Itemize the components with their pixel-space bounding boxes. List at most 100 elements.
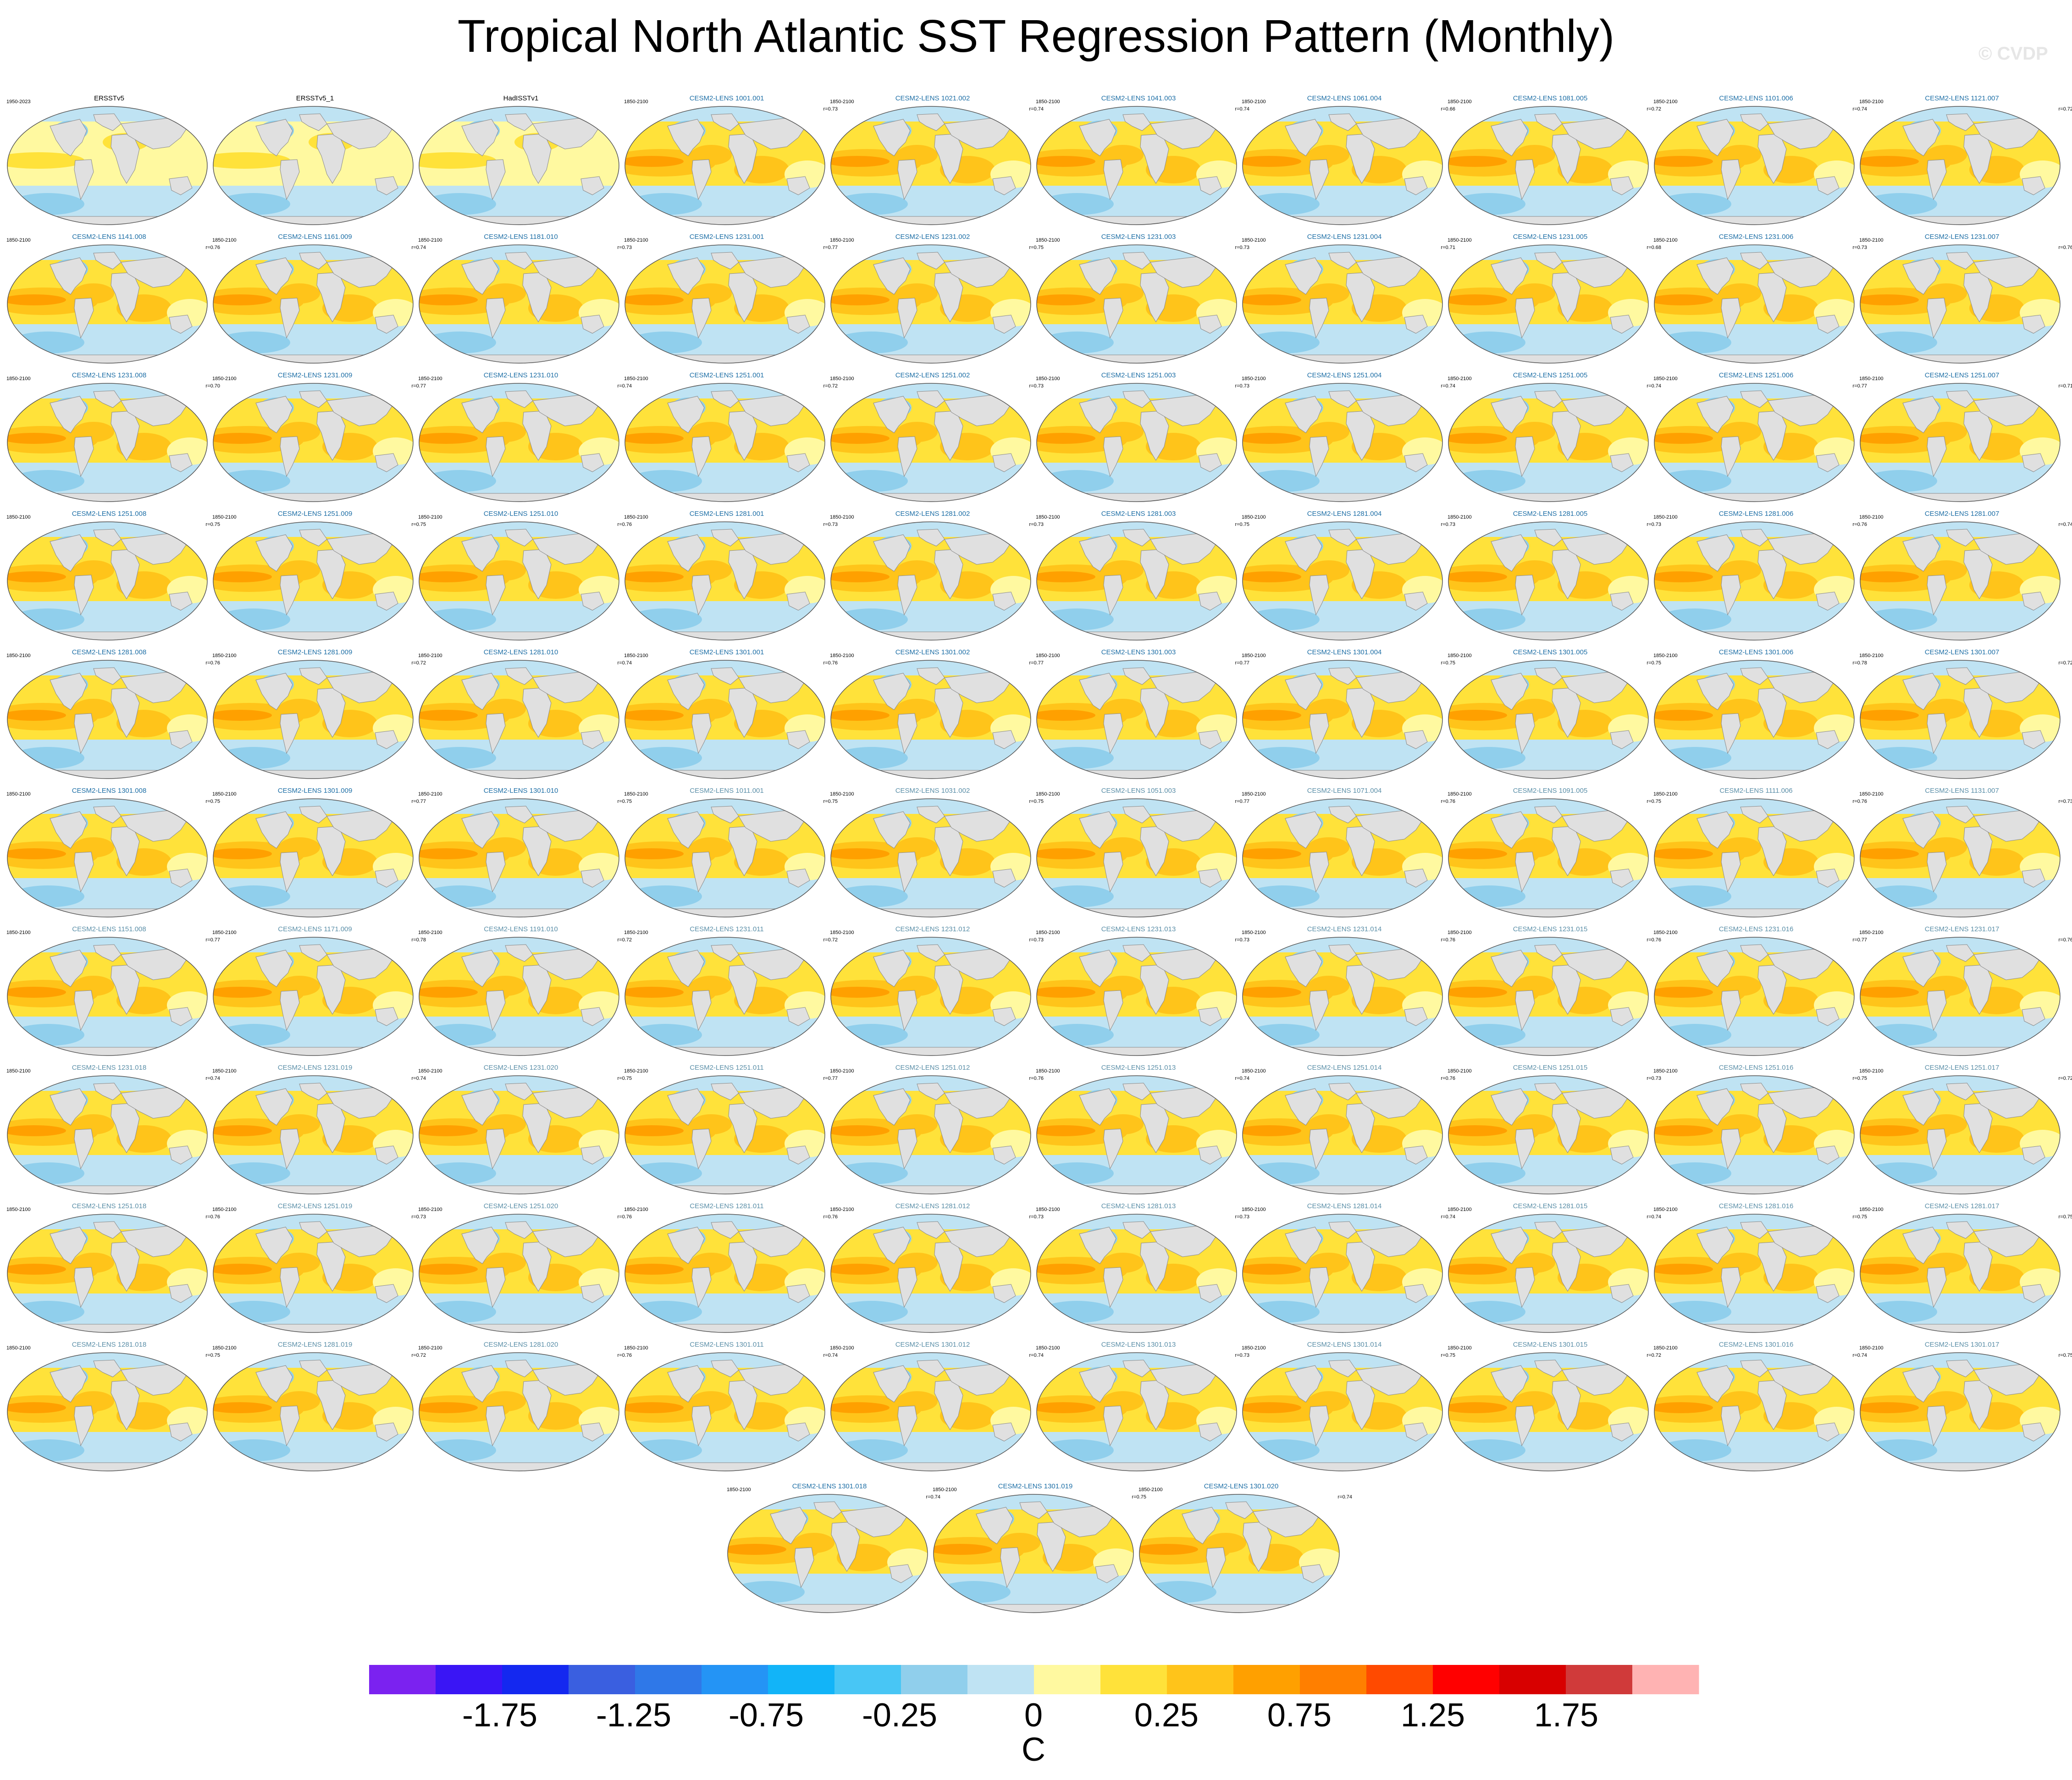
world-map: [419, 1075, 619, 1194]
panel-title: ERSSTv5: [94, 94, 124, 102]
panel-period: 1850-2100: [1859, 653, 1884, 658]
map-panel: CESM2-LENS 1161.009 1850-2100 r=0.74: [212, 233, 426, 370]
panel-title: CESM2-LENS 1281.011: [690, 1202, 764, 1210]
panel-correlation: r=0.75: [411, 522, 426, 527]
world-map: [624, 937, 825, 1056]
world-map: [419, 1214, 619, 1333]
panel-title: CESM2-LENS 1301.015: [1513, 1341, 1588, 1349]
panel-title: CESM2-LENS 1281.007: [1924, 510, 2000, 518]
map-panel: CESM2-LENS 1281.012 1850-2100 r=0.73: [830, 1202, 1044, 1340]
panel-period: 1850-2100: [1448, 238, 1472, 243]
panel-correlation: r=0.73: [1235, 1353, 1250, 1358]
panel-period: 1950-2023: [6, 99, 31, 105]
panel-title: CESM2-LENS 1231.018: [72, 1064, 147, 1072]
world-map: [1036, 1214, 1237, 1333]
map-panel: CESM2-LENS 1301.013 1850-2100 r=0.73: [1036, 1341, 1249, 1478]
world-map: [727, 1494, 928, 1613]
map-panel: CESM2-LENS 1041.003 1850-2100 r=0.74: [1036, 94, 1249, 232]
map-panel: CESM2-LENS 1301.012 1850-2100 r=0.74: [830, 1341, 1044, 1478]
panel-title: CESM2-LENS 1281.001: [689, 510, 764, 518]
panel-correlation: r=0.73: [1235, 937, 1250, 943]
colorbar-swatch: [1300, 1665, 1367, 1694]
panel-period: 1850-2100: [1448, 99, 1472, 105]
map-panel: CESM2-LENS 1021.002 1850-2100 r=0.74: [830, 94, 1044, 232]
panel-title: CESM2-LENS 1121.007: [1925, 94, 1999, 102]
panel-correlation: r=0.70: [205, 383, 221, 389]
panel-correlation: r=0.74: [1647, 1214, 1662, 1220]
world-map: [1036, 798, 1237, 918]
colorbar-swatch: [901, 1665, 968, 1694]
world-map: [419, 106, 619, 225]
map-panel: CESM2-LENS 1251.001 1850-2100 r=0.72: [624, 371, 838, 509]
map-panel: CESM2-LENS 1251.012 1850-2100 r=0.76: [830, 1064, 1044, 1201]
world-map: [419, 521, 619, 641]
map-panel: CESM2-LENS 1281.009 1850-2100 r=0.72: [212, 648, 426, 786]
world-map: [7, 660, 208, 779]
map-panel: CESM2-LENS 1301.020 1850-2100 r=0.74: [1138, 1482, 1352, 1620]
map-panel: CESM2-LENS 1301.014 1850-2100 r=0.75: [1242, 1341, 1455, 1478]
panel-title: CESM2-LENS 1301.020: [1204, 1482, 1279, 1490]
panel-title: CESM2-LENS 1031.002: [895, 787, 970, 795]
world-map: [1448, 1352, 1649, 1471]
world-map: [1654, 244, 1855, 364]
panel-correlation: r=0.74: [617, 660, 632, 666]
world-map: [7, 244, 208, 364]
world-map: [7, 1075, 208, 1194]
panel-period: 1850-2100: [418, 1345, 442, 1351]
panel-correlation: r=0.72: [823, 937, 838, 943]
map-panel: CESM2-LENS 1231.020 1850-2100 r=0.75: [418, 1064, 632, 1201]
panel-correlation: r=0.72: [411, 1353, 426, 1358]
world-map: [213, 1352, 414, 1471]
colorbar-swatch: [967, 1665, 1034, 1694]
panel-title: CESM2-LENS 1301.006: [1718, 648, 1794, 656]
map-panel: CESM2-LENS 1251.003 1850-2100 r=0.73: [1036, 371, 1249, 509]
panel-period: 1850-2100: [6, 791, 31, 797]
map-panel: CESM2-LENS 1231.016 1850-2100 r=0.77: [1653, 925, 1867, 1063]
panel-correlation: r=0.73: [1235, 383, 1250, 389]
panel-correlation: r=0.73: [1235, 1214, 1250, 1220]
panel-correlation: r=0.75: [1235, 522, 1250, 527]
colorbar-swatch: [1100, 1665, 1167, 1694]
panel-correlation: r=0.73: [1029, 1214, 1044, 1220]
colorbar-swatch: [1167, 1665, 1234, 1694]
panel-correlation: r=0.75: [1029, 245, 1044, 250]
panel-correlation: r=0.72: [2058, 660, 2072, 666]
watermark: © CVDP: [1978, 44, 2048, 64]
colorbar-swatch: [768, 1665, 835, 1694]
map-panel: CESM2-LENS 1071.004 1850-2100 r=0.76: [1242, 787, 1455, 924]
panel-title: CESM2-LENS 1301.018: [792, 1482, 867, 1490]
world-map: [419, 798, 619, 918]
panel-correlation: r=0.74: [926, 1494, 941, 1500]
map-panel: CESM2-LENS 1251.007 1850-2100 r=0.71: [1859, 371, 2072, 509]
panel-title: CESM2-LENS 1301.014: [1307, 1341, 1382, 1349]
map-panel: CESM2-LENS 1301.009 1850-2100 r=0.77: [212, 787, 426, 924]
map-panel: CESM2-LENS 1251.004 1850-2100 r=0.74: [1242, 371, 1455, 509]
panel-title: CESM2-LENS 1301.007: [1924, 648, 2000, 656]
world-map: [1654, 798, 1855, 918]
map-panel: CESM2-LENS 1251.005 1850-2100 r=0.74: [1448, 371, 1661, 509]
map-panel: CESM2-LENS 1281.013 1850-2100 r=0.73: [1036, 1202, 1249, 1340]
panel-correlation: r=0.76: [1441, 1076, 1456, 1081]
world-map: [213, 383, 414, 502]
panel-title: CESM2-LENS 1011.001: [690, 787, 764, 795]
world-map: [830, 798, 1031, 918]
panel-correlation: r=0.73: [823, 522, 838, 527]
panel-title: HadISSTv1: [503, 94, 539, 102]
panel-correlation: r=0.75: [205, 522, 221, 527]
panel-period: 1850-2100: [830, 1345, 854, 1351]
world-map: [1036, 106, 1237, 225]
panel-title: CESM2-LENS 1131.007: [1925, 787, 1999, 795]
panel-period: 1850-2100: [1653, 99, 1678, 105]
panel-correlation: r=0.76: [617, 522, 632, 527]
colorbar-tick-label: -1.75: [462, 1697, 538, 1734]
colorbar-tick-label: 0: [1024, 1697, 1043, 1734]
map-panel: CESM2-LENS 1231.009 1850-2100 r=0.77: [212, 371, 426, 509]
map-panel: CESM2-LENS 1281.001 1850-2100 r=0.73: [624, 510, 838, 647]
panel-period: 1850-2100: [418, 791, 442, 797]
world-map: [1860, 1352, 2061, 1471]
map-panel: CESM2-LENS 1301.017 1850-2100 r=0.75: [1859, 1341, 2072, 1478]
panel-period: 1850-2100: [1242, 376, 1266, 381]
world-map: [1036, 1352, 1237, 1471]
colorbar-swatch: [436, 1665, 503, 1694]
panel-title: CESM2-LENS 1301.013: [1101, 1341, 1176, 1349]
